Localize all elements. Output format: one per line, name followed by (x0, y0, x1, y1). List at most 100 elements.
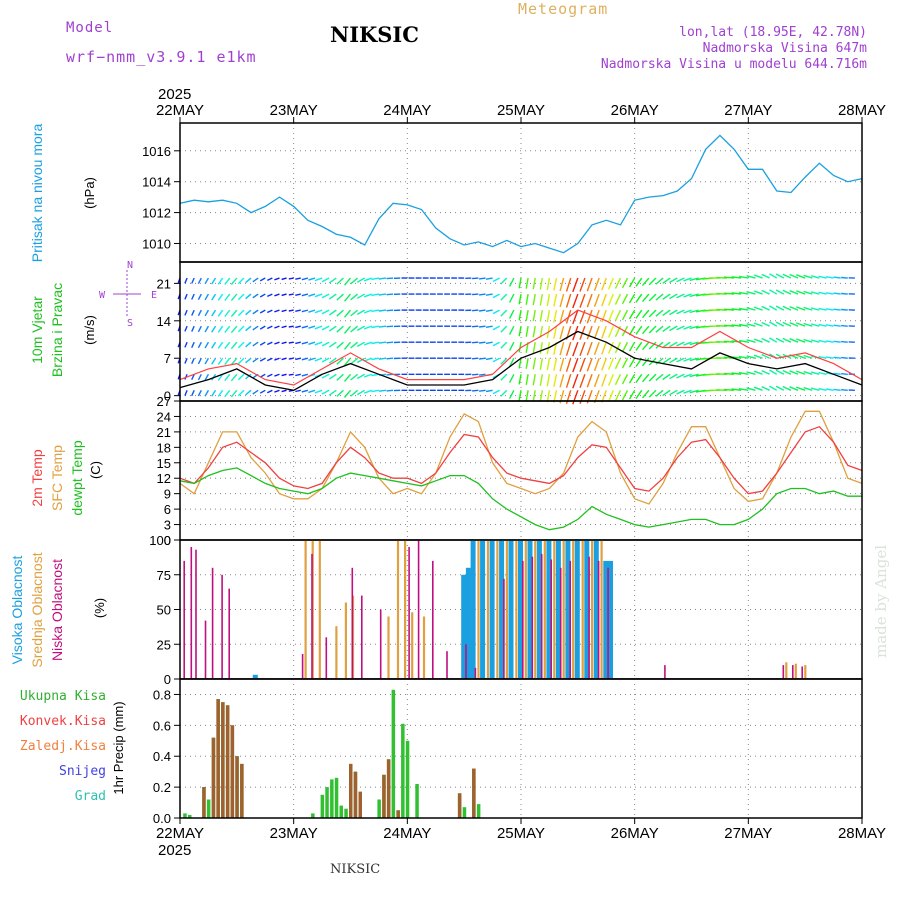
wind-barb (281, 309, 287, 313)
wind-barb (676, 357, 685, 363)
wind-barb (508, 357, 515, 367)
wind-barb (796, 354, 806, 359)
wind-barb (641, 389, 650, 399)
mid-cloud-bar (543, 540, 546, 679)
wind-barb (782, 321, 792, 327)
wind-barb (769, 369, 778, 375)
wind-barb (689, 389, 699, 394)
wind-barb (378, 293, 387, 296)
low-cloud-bar (588, 556, 590, 679)
convective-precip-bar (230, 725, 235, 818)
wind-barb (472, 341, 479, 344)
high-cloud-bar (518, 540, 523, 679)
wind-barb (641, 373, 650, 383)
wind-barb (211, 293, 217, 301)
wind-barb (593, 293, 600, 307)
mid-cloud-bar (304, 540, 307, 679)
wind-barb (601, 374, 607, 387)
wind-barb (492, 389, 501, 395)
temp-y-tick-label: 27 (157, 394, 171, 409)
wind-barb (288, 341, 294, 344)
wind-barb (492, 293, 501, 299)
wind-barb (572, 309, 579, 325)
wind-barb (723, 292, 735, 295)
wind-barb (593, 374, 600, 388)
wind-barb (328, 357, 337, 364)
wind-barb (559, 293, 565, 308)
wind-barb (669, 309, 678, 316)
wind-barb (518, 326, 522, 337)
wind-barb (184, 293, 188, 300)
precip-y-tick-label: 0.4 (153, 749, 171, 764)
dewpt-temp-line (179, 467, 862, 531)
wind-barb (230, 293, 238, 302)
wind-barb (343, 357, 352, 366)
compass-n-icon: N (127, 260, 133, 271)
wind-barb (314, 293, 323, 298)
cloud-axis-label-1: Visoka Oblacnost (9, 556, 25, 665)
wind-barb (230, 277, 238, 285)
wind-barb (301, 389, 309, 393)
model-name: wrf−nmm_v3.9.1 e1km (66, 48, 257, 66)
wind-barb (237, 373, 245, 381)
wind-barb (224, 341, 231, 350)
wind-barb (308, 293, 316, 297)
low-cloud-bar (351, 567, 354, 679)
wind-barb (508, 277, 515, 287)
wind-barb (676, 277, 685, 283)
wind-barb (789, 273, 799, 279)
wind-barb (314, 357, 323, 362)
wind-barb (500, 389, 508, 397)
high-cloud-bar (546, 540, 552, 679)
wind-barb (191, 293, 195, 300)
low-cloud-bar (446, 651, 448, 679)
wind-barb (211, 309, 217, 317)
wind-barb (245, 373, 252, 380)
wind-barb (274, 389, 280, 393)
wind-barb (237, 309, 245, 317)
bottom-date-label: 22MAY (156, 825, 204, 842)
wind-barb (579, 341, 586, 356)
wind-barb (259, 389, 266, 394)
wind-barb (579, 390, 586, 405)
wind-barb (356, 309, 366, 316)
wind-barb (308, 277, 316, 281)
lonlat-info: lon,lat (18.95E, 42.78N) (679, 25, 867, 40)
wind-barb (565, 293, 572, 308)
wind-barb (607, 293, 615, 306)
wind-barb (546, 309, 551, 323)
wind-barb (818, 355, 827, 359)
wind-barb (546, 277, 551, 291)
wind-barb (559, 309, 565, 324)
mid-cloud-bar (600, 540, 603, 679)
wind-barb (731, 324, 742, 327)
top-date-label: 25MAY (497, 102, 545, 119)
wind-barb (655, 357, 664, 365)
wind-barb (197, 325, 202, 333)
wind-barb (614, 357, 622, 370)
wind-barb (230, 341, 238, 350)
wind-barb (825, 292, 834, 295)
wind-barb (641, 341, 650, 351)
wind-barb (841, 340, 848, 343)
wind-barb (336, 309, 344, 317)
wind-barb (267, 389, 273, 394)
wind-barb (769, 273, 778, 279)
wind-barb (818, 371, 827, 375)
wind-barb (281, 373, 287, 377)
wind-barb (761, 305, 770, 311)
wind-barb (525, 277, 529, 289)
high-cloud-bar (593, 540, 599, 679)
wind-barb (738, 291, 749, 295)
wind-barb (601, 293, 607, 307)
mid-cloud-bar (422, 616, 426, 679)
wind-barb (485, 357, 493, 361)
top-date-label: 24MAY (383, 102, 431, 119)
wind-barb (479, 325, 486, 328)
wind-barb (572, 357, 579, 373)
precip-y-tick-label: 0.0 (153, 811, 171, 826)
wind-barb (356, 277, 366, 283)
wind-barb (614, 293, 622, 305)
wind-barb (689, 309, 699, 314)
wind-barb (217, 389, 224, 397)
